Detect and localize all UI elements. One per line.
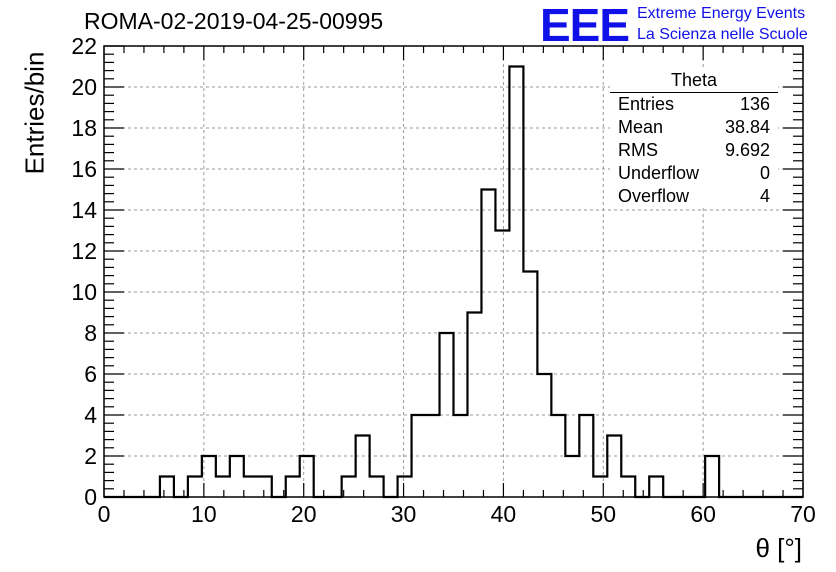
y-tick-label: 10 xyxy=(71,279,97,305)
y-tick-label: 14 xyxy=(71,197,97,223)
run-title: ROMA-02-2019-04-25-00995 xyxy=(84,8,384,34)
stats-title: Theta xyxy=(610,70,778,93)
stats-label: Entries xyxy=(618,94,675,114)
stats-box: Theta Entries 136 Mean 38.84 RMS 9.692 U… xyxy=(610,70,778,208)
stats-label: RMS xyxy=(618,140,658,160)
x-axis-label: θ [°] xyxy=(755,533,802,563)
y-tick-label: 0 xyxy=(84,484,97,510)
y-tick-label: 4 xyxy=(84,402,97,428)
stats-row-overflow: Overflow 4 xyxy=(610,185,778,208)
logo-text: Extreme Energy Events La Scienza nelle S… xyxy=(637,3,808,45)
stats-row-underflow: Underflow 0 xyxy=(610,162,778,185)
stats-value: 136 xyxy=(739,94,770,114)
y-tick-label: 2 xyxy=(84,443,97,469)
logo-line-1: Extreme Energy Events xyxy=(637,5,806,22)
x-tick-label: 60 xyxy=(690,501,716,527)
stats-value: 4 xyxy=(759,186,770,206)
y-axis-label: Entries/bin xyxy=(19,51,50,175)
stats-row-entries: Entries 136 xyxy=(610,93,778,116)
eee-logo: EEE xyxy=(540,0,630,51)
stats-value: 0 xyxy=(759,163,770,183)
y-tick-label: 20 xyxy=(71,74,97,100)
x-tick-label: 50 xyxy=(590,501,616,527)
x-tick-label: 30 xyxy=(391,501,417,527)
stats-label: Underflow xyxy=(618,163,700,183)
y-tick-label: 12 xyxy=(71,238,97,264)
axis-ticks xyxy=(103,45,804,498)
y-tick-label: 22 xyxy=(71,33,97,59)
y-tick-label: 16 xyxy=(71,156,97,182)
stats-row-rms: RMS 9.692 xyxy=(610,139,778,162)
plot-frame xyxy=(103,45,804,498)
histogram-series xyxy=(104,65,803,499)
stats-label: Mean xyxy=(618,117,664,137)
logo-line-2: La Scienza nelle Scuole xyxy=(637,26,808,43)
x-tick-label: 0 xyxy=(98,501,111,527)
stats-value: 38.84 xyxy=(724,117,770,137)
y-tick-label: 6 xyxy=(84,361,97,387)
x-tick-label: 20 xyxy=(291,501,317,527)
stats-value: 9.692 xyxy=(724,140,770,160)
x-tick-label: 10 xyxy=(191,501,217,527)
y-tick-label: 18 xyxy=(71,115,97,141)
stats-row-mean: Mean 38.84 xyxy=(610,116,778,139)
y-tick-label: 8 xyxy=(84,320,97,346)
stats-label: Overflow xyxy=(618,186,690,206)
x-tick-label: 70 xyxy=(790,501,816,527)
x-tick-label: 40 xyxy=(491,501,517,527)
